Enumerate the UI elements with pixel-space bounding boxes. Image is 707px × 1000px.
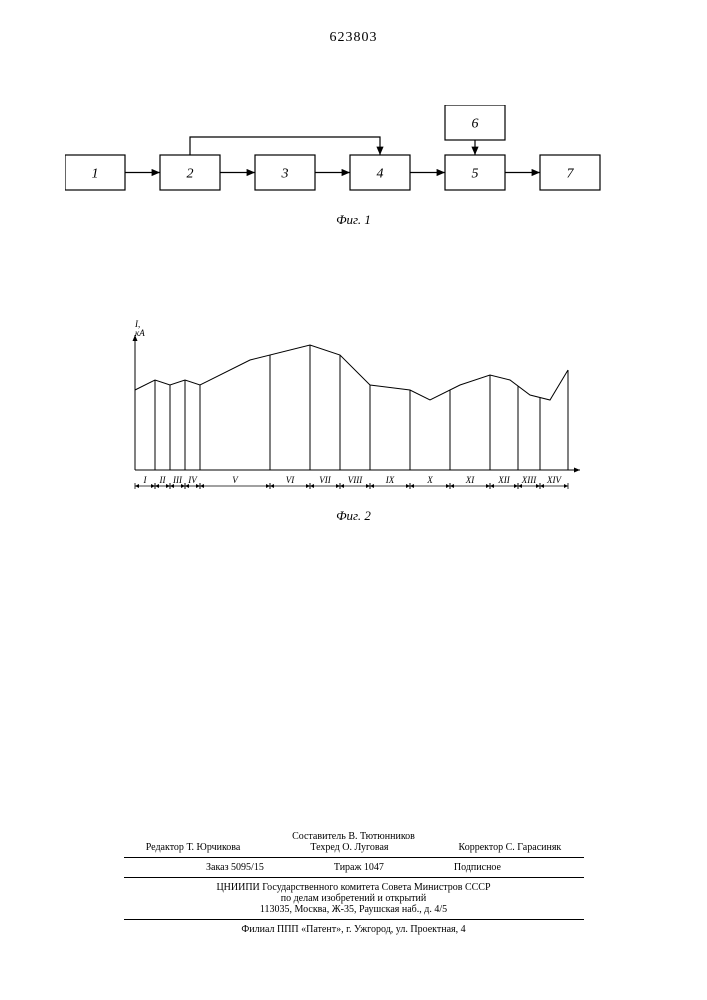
flow-arrow xyxy=(190,137,380,155)
tech-credit: Техред О. Луговая xyxy=(310,842,388,853)
segment-label: XII xyxy=(498,475,510,485)
segment-label: II xyxy=(160,475,166,485)
segment-label: XIII xyxy=(522,475,537,485)
document-number: 623803 xyxy=(0,30,707,46)
flow-box-label-5: 5 xyxy=(472,167,479,182)
segment-label: VI xyxy=(286,475,295,485)
order-number: Заказ 5095/15 xyxy=(206,862,264,873)
flow-box-label-3: 3 xyxy=(281,167,289,182)
subscription: Подписное xyxy=(454,862,501,873)
segment-label: XIV xyxy=(547,475,561,485)
segment-labels-row: IIIIIIIVVVIVIIVIIIIXXXIXIIXIIIXIV xyxy=(130,475,580,487)
segment-label: X xyxy=(427,475,433,485)
flow-box-label-1: 1 xyxy=(92,167,99,182)
fig2-caption: Фиг. 2 xyxy=(0,508,707,524)
corrector-credit: Корректор С. Гарасиняк xyxy=(459,842,562,853)
address-1: 113035, Москва, Ж-35, Раушская наб., д. … xyxy=(0,904,707,915)
chart-fig2 xyxy=(130,330,590,495)
fig1-caption: Фиг. 1 xyxy=(0,212,707,228)
segment-label: IX xyxy=(386,475,395,485)
segment-label: III xyxy=(173,475,182,485)
segment-label: I xyxy=(144,475,147,485)
flow-box-label-7: 7 xyxy=(567,167,575,182)
org-line-1: ЦНИИПИ Государственного комитета Совета … xyxy=(0,882,707,893)
separator xyxy=(124,877,584,878)
segment-label: VII xyxy=(319,475,331,485)
flow-box-label-2: 2 xyxy=(187,167,194,182)
flow-box-label-4: 4 xyxy=(377,167,384,182)
footer: Составитель В. Тютюнников Редактор Т. Юр… xyxy=(0,831,707,935)
address-2: Филиал ППП «Патент», г. Ужгород, ул. Про… xyxy=(0,924,707,935)
flow-box-label-6: 6 xyxy=(472,117,479,132)
segment-label: IV xyxy=(188,475,197,485)
segment-label: VIII xyxy=(348,475,363,485)
page: 623803 1234567 Фиг. 1 I, кA IIIIIIIVVVIV… xyxy=(0,0,707,1000)
org-line-2: по делам изобретений и открытий xyxy=(0,893,707,904)
segment-label: V xyxy=(232,475,238,485)
editor-credit: Редактор Т. Юрчикова xyxy=(146,842,241,853)
separator xyxy=(124,919,584,920)
segment-label: XI xyxy=(466,475,475,485)
print-run: Тираж 1047 xyxy=(334,862,384,873)
flowchart-fig1: 1 2 3 4 5 6 7 xyxy=(65,105,635,205)
compiler-line: Составитель В. Тютюнников xyxy=(0,831,707,842)
separator xyxy=(124,857,584,858)
credits-row: Редактор Т. Юрчикова Техред О. Луговая К… xyxy=(0,842,707,853)
print-row: Заказ 5095/15 Тираж 1047 Подписное xyxy=(0,862,707,873)
